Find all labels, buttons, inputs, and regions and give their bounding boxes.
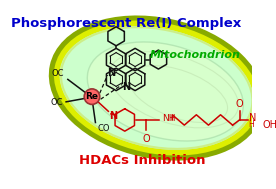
Text: N: N [107,67,115,77]
Text: OH: OH [263,120,276,130]
Text: Phosphorescent Re(I) Complex: Phosphorescent Re(I) Complex [11,17,242,30]
Text: H: H [248,120,254,129]
Text: N: N [110,112,118,122]
Text: Re: Re [86,92,99,101]
Ellipse shape [54,20,260,156]
Text: OC: OC [50,98,63,107]
Ellipse shape [87,42,243,141]
Text: Mitochondrion: Mitochondrion [150,50,241,60]
Ellipse shape [61,27,253,149]
Text: NH: NH [162,114,175,123]
Text: O: O [142,134,150,144]
Circle shape [84,89,100,104]
Text: OC: OC [52,69,64,78]
Text: CO: CO [97,124,110,133]
Text: N: N [249,113,256,123]
Text: N: N [123,82,131,92]
Ellipse shape [57,23,257,153]
Text: O: O [236,99,243,109]
Text: HDACs Inhibition: HDACs Inhibition [79,154,205,167]
